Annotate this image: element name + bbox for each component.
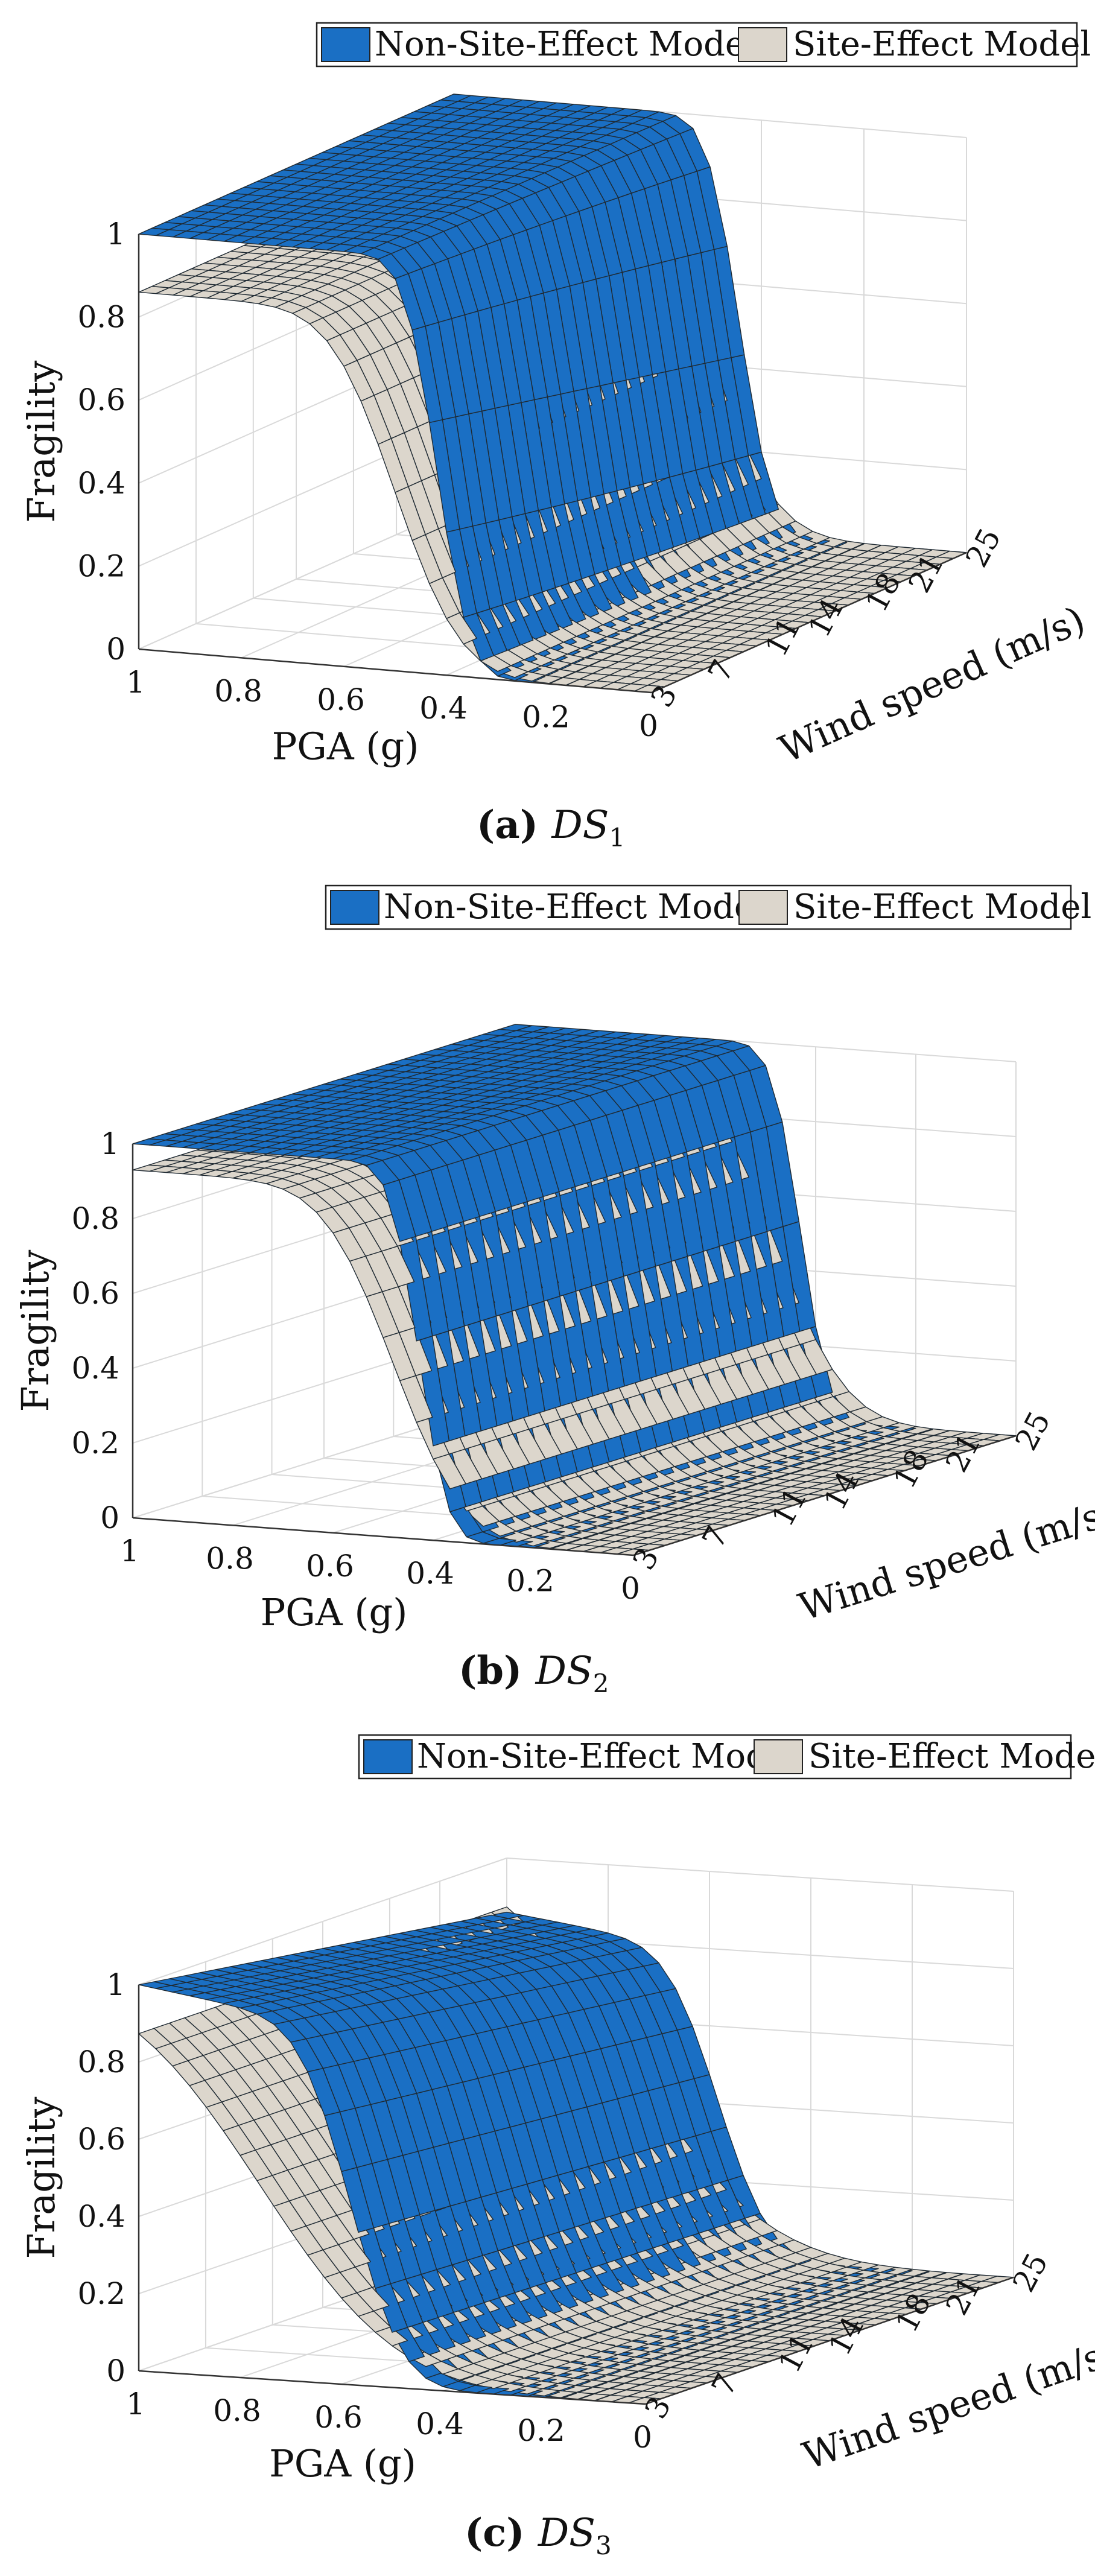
y-axis-line xyxy=(651,551,967,694)
x-tick-label: 0 xyxy=(633,2420,652,2455)
z-tick-label: 0.4 xyxy=(77,466,125,501)
x-tick-label: 0.6 xyxy=(317,682,365,717)
x-tick-label: 1 xyxy=(120,1534,139,1569)
z-tick-label: 0 xyxy=(106,2353,125,2388)
legend: Non-Site-Effect Model Site-Effect Model xyxy=(358,1734,1095,1780)
z-tick-label: 0.8 xyxy=(71,1201,119,1236)
legend-swatch-non-site-effect xyxy=(330,890,379,925)
z-axis-label: Fragility xyxy=(19,2097,63,2259)
legend: Non-Site-Effect Model Site-Effect Model xyxy=(325,884,1091,930)
z-tick-label: 0.2 xyxy=(77,548,125,583)
legend-label-site-effect: Site-Effect Model xyxy=(793,25,1091,64)
panel-caption: (b) DS2 xyxy=(459,1648,609,1698)
legend-label-non-site-effect: Non-Site-Effect Model xyxy=(375,25,756,64)
x-tick-label: 0.2 xyxy=(506,1564,554,1599)
z-tick-label: 0.2 xyxy=(77,2276,125,2311)
damage-state-subscript: 1 xyxy=(609,823,625,852)
non-site-effect-surface-patch xyxy=(138,227,170,236)
x-axis-label: PGA (g) xyxy=(269,2441,416,2486)
surfaces xyxy=(138,1906,1014,2405)
surfaces xyxy=(138,94,967,693)
caption-text: (c) DS3 xyxy=(465,2510,612,2560)
legend-swatch-site-effect xyxy=(738,890,788,925)
x-tick-label: 0 xyxy=(639,708,658,743)
x-tick-label: 0.8 xyxy=(206,1541,254,1576)
caption-text: (a) DS1 xyxy=(477,802,625,852)
legend: Non-Site-Effect Model Site-Effect Model xyxy=(316,22,1091,68)
z-tick-label: 0.6 xyxy=(77,382,125,417)
panel-caption: (c) DS3 xyxy=(465,2510,612,2560)
legend-swatch-non-site-effect xyxy=(363,1739,413,1774)
x-tick-label: 0.6 xyxy=(314,2400,363,2435)
damage-state-label: DS xyxy=(535,1649,593,1693)
x-tick-label: 0.4 xyxy=(419,691,468,726)
x-tick-label: 1 xyxy=(126,665,145,700)
x-axis-label: PGA (g) xyxy=(261,1590,408,1634)
x-tick-label: 1 xyxy=(126,2387,145,2422)
surfaces xyxy=(132,1024,1017,1556)
z-tick-label: 1 xyxy=(106,217,125,252)
x-tick-label: 0.8 xyxy=(214,673,262,708)
caption-text: (b) DS2 xyxy=(459,1648,609,1698)
damage-state-subscript: 2 xyxy=(593,1669,609,1698)
damage-state-label: DS xyxy=(551,803,609,848)
z-tick-label: 0.6 xyxy=(71,1276,119,1311)
gridline xyxy=(138,509,454,650)
x-axis-line xyxy=(138,648,652,694)
z-tick-label: 0.4 xyxy=(71,1351,119,1386)
x-tick-label: 0.2 xyxy=(517,2413,565,2448)
axes xyxy=(138,234,967,694)
x-tick-label: 0.2 xyxy=(522,700,570,735)
legend-swatch-site-effect xyxy=(738,27,787,62)
legend-label-non-site-effect: Non-Site-Effect Model xyxy=(384,887,765,927)
x-tick-label: 0.4 xyxy=(416,2406,464,2441)
panel-caption: (a) DS1 xyxy=(477,802,625,852)
site-effect-surface-patch xyxy=(138,286,170,294)
panel-label: a xyxy=(495,802,519,848)
z-tick-label: 0.6 xyxy=(77,2122,125,2157)
z-tick-label: 0.8 xyxy=(77,2045,125,2080)
damage-state-subscript: 3 xyxy=(595,2531,612,2560)
legend-label-site-effect: Site-Effect Model xyxy=(808,1737,1095,1776)
z-tick-label: 0.2 xyxy=(71,1426,119,1461)
legend-label-non-site-effect: Non-Site-Effect Model xyxy=(417,1737,798,1776)
z-tick-label: 0.8 xyxy=(77,300,125,335)
z-tick-label: 1 xyxy=(106,1967,125,2002)
x-tick-label: 0.4 xyxy=(406,1556,454,1591)
legend-swatch-non-site-effect xyxy=(321,27,370,62)
z-axis-label: Fragility xyxy=(13,1250,57,1412)
damage-state-label: DS xyxy=(538,2511,595,2555)
panel-label: b xyxy=(477,1648,504,1693)
x-tick-label: 0 xyxy=(621,1571,640,1606)
z-axis-label: Fragility xyxy=(19,361,63,523)
z-tick-label: 0 xyxy=(106,632,125,667)
x-tick-label: 0.6 xyxy=(306,1549,354,1584)
z-tick-label: 1 xyxy=(100,1126,119,1161)
x-axis-label: PGA (g) xyxy=(272,724,419,768)
panel-label: c xyxy=(483,2510,506,2555)
legend-label-site-effect: Site-Effect Model xyxy=(793,887,1091,927)
x-tick-label: 0.8 xyxy=(213,2393,261,2428)
legend-swatch-site-effect xyxy=(754,1739,803,1774)
gridline xyxy=(506,1857,1014,1892)
legend-box xyxy=(316,22,1078,68)
z-tick-label: 0 xyxy=(100,1500,119,1535)
z-tick-label: 0.4 xyxy=(77,2199,125,2234)
